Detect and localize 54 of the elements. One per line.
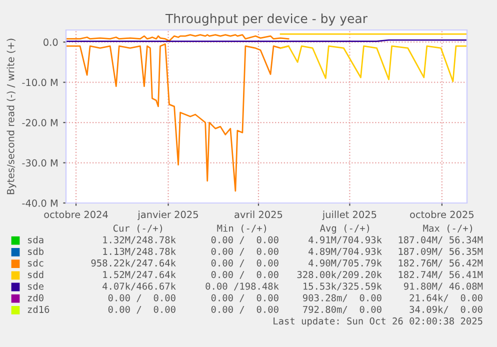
text: 0.00 / 0.00 [211,236,278,244]
text: 0.00 / 0.00 [108,306,176,314]
y-tick-label: -10.0 M [22,78,58,86]
text: 1.13M/248.78k [103,248,176,256]
x-tick-label: octobre 2024 [44,210,108,218]
text: 4.07k/466.67k [102,282,176,291]
text: 903.28m/ 0.00 [302,294,382,302]
text: 958.22k/247.64k [91,259,176,268]
x-tick-label: octobre 2025 [410,210,474,218]
line-series [66,34,290,42]
y-tick-label: 0.0 [44,38,58,46]
text: 187.09M/ 56.35M [398,248,483,256]
text: 4.89M/704.93k [308,248,382,256]
text: 1.32M/248.78k [103,236,176,244]
legend-label: sda [28,236,44,244]
text: 0.00 / 0.00 [211,294,278,302]
text: 187.04M/ 56.34M [398,236,483,244]
legend-label: sdd [28,270,44,278]
text: 0.00 / 0.00 [211,259,278,268]
legend-label: zd16 [28,306,50,313]
legend-label: sde [28,282,44,290]
text: 4.90M/705.79k [308,259,382,268]
text: Min (-/+) [217,224,266,233]
legend-label: sdc [28,259,44,267]
text: Last update: Sun Oct 26 02:00:38 2025 [274,317,482,326]
text: 182.74M/ 56.41M [398,271,483,279]
text: 0.00 / 0.00 [211,271,278,279]
text: 1.52M/247.64k [103,270,176,279]
x-tick-label: juillet 2025 [322,210,376,220]
y-tick-label: -30.0 M [22,159,58,167]
text: Avg (-/+) [320,224,370,234]
legend-label: sdb [28,248,44,255]
text: 15.53k/325.59k [304,282,382,291]
text: 0.00 / 0.00 [211,248,278,256]
text: 0.00 / 0.00 [211,306,278,314]
text: 0.00 / 0.00 [108,294,176,302]
text: 0.00 /198.48k [206,282,279,291]
text: 91.80M/ 46.08M [404,282,483,291]
text: Max (-/+) [423,224,472,233]
y-tick-label: -40.0 M [22,199,58,207]
text: 182.76M/ 56.42M [398,259,483,268]
legend-label: zd0 [28,294,44,302]
line-series [280,45,467,82]
y-tick-label: -20.0 M [22,119,58,126]
text: 21.64k/ 0.00 [410,294,482,302]
y-axis-title: Bytes/second read (-) / write (+) [6,38,16,194]
x-tick-label: avril 2025 [234,210,282,218]
text: Cur (-/+) [113,224,162,233]
text: 34.09k/ 0.00 [410,306,482,314]
text: 792.80m/ 0.00 [303,306,382,314]
chart-title: Throughput per device - by year [165,14,368,26]
x-tick-label: janvier 2025 [138,210,198,220]
text: 328.00k/209.20k [297,270,382,279]
text: 4.91M/704.93k [308,236,382,244]
